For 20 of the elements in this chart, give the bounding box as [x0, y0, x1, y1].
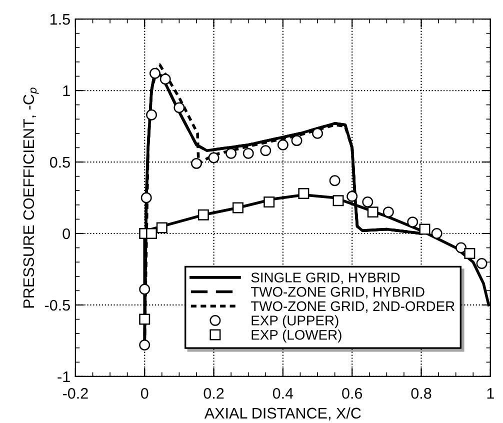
- y-tick-label: 0.5: [50, 156, 70, 168]
- legend-label: SINGLE GRID, HYBRID: [251, 272, 400, 284]
- legend-label: TWO-ZONE GRID, HYBRID: [250, 286, 424, 298]
- x-tick-label: 0.4: [272, 388, 294, 399]
- y-tick-label: 1: [63, 86, 70, 96]
- legend-label: TWO-ZONE GRID, 2ND-ORDER: [250, 301, 454, 313]
- legend-label: EXP (LOWER): [252, 330, 342, 343]
- x-tick-label: -0.2: [62, 388, 88, 399]
- y-tick-label: 0: [62, 228, 70, 240]
- legend-label: EXP (UPPER): [252, 315, 338, 328]
- y-tick-label: -0.5: [44, 300, 70, 311]
- y-tick-label: 1.5: [50, 14, 70, 25]
- x-axis-title: AXIAL DISTANCE, X/C: [204, 407, 361, 420]
- x-tick-label: 0: [140, 388, 148, 399]
- y-axis-title: PRESSURE COEFFICIENT, -C$_{p}$: [23, 88, 39, 308]
- x-tick-label: 0.2: [204, 388, 224, 399]
- x-tick-label: 0.6: [342, 388, 362, 399]
- x-tick-label: 0.8: [411, 388, 432, 399]
- x-tick-label: 1: [487, 388, 494, 399]
- y-tick-label: -1: [58, 371, 70, 382]
